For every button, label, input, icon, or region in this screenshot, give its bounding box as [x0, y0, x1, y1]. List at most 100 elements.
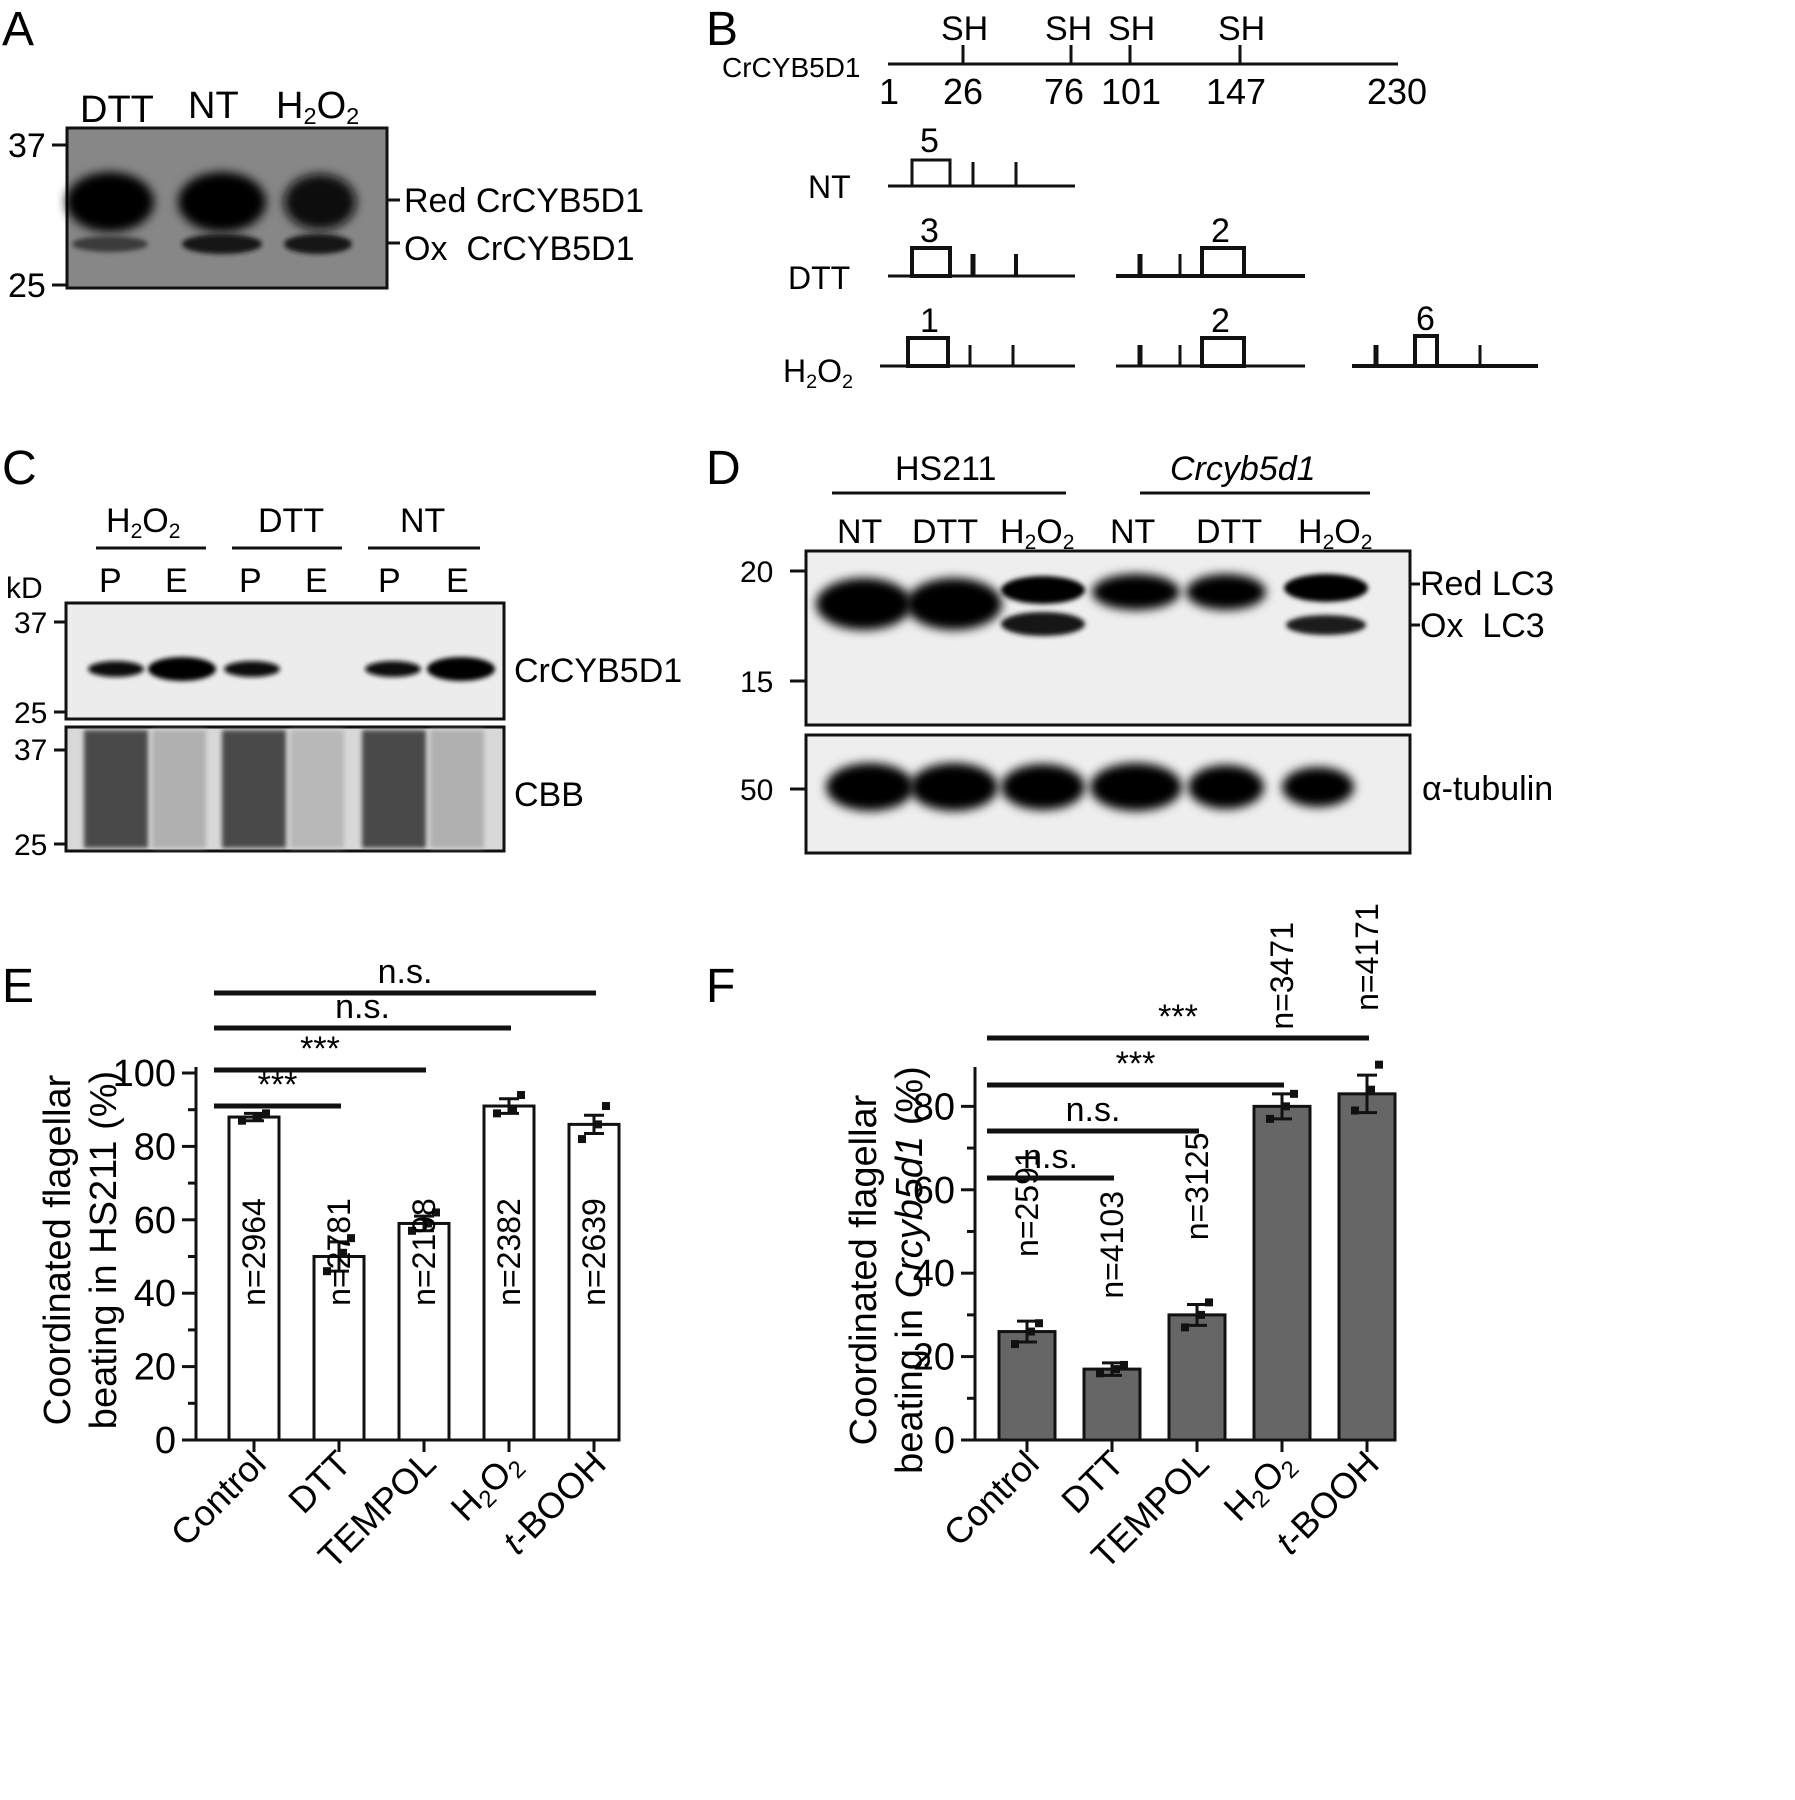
data-point: [1375, 1060, 1383, 1069]
lane-nt: NT: [837, 513, 882, 551]
band-ox: [284, 234, 352, 254]
lane-e: E: [446, 562, 469, 600]
data-point: [1181, 1323, 1189, 1332]
sh-label: SH: [1218, 10, 1265, 48]
band: [910, 763, 998, 811]
y-axis-label-line2: beating in HS211 (%): [83, 1071, 125, 1429]
data-point: [339, 1248, 347, 1257]
marker-37: 37: [14, 734, 47, 767]
band: [826, 763, 914, 811]
condition-h2o2: H2O2: [783, 353, 853, 393]
protein-name: CrCYB5D1: [722, 52, 860, 83]
bar: [482, 1104, 536, 1442]
significance-label: ***: [300, 1030, 340, 1068]
group-dtt: DTT: [258, 502, 324, 540]
band: [1282, 767, 1354, 807]
chart-e: 020406080100Controln=2964DTTn=2781TEMPOL…: [113, 953, 621, 1576]
chart-f-ylabel: Coordinated flagellar beating in Crcyb5d…: [843, 1066, 931, 1474]
data-point: [1266, 1114, 1274, 1123]
panel-c-blot: [64, 601, 506, 721]
label-alpha-tubulin: α-tubulin: [1422, 770, 1553, 808]
marker-50: 50: [740, 774, 773, 807]
band: [88, 661, 144, 677]
y-tick-label: 60: [134, 1200, 176, 1242]
label-ox-crcyb5d1: Ox CrCYB5D1: [404, 230, 635, 268]
band: [1090, 763, 1182, 811]
sh-label: SH: [941, 10, 988, 48]
n-label: n=4103: [1094, 1191, 1130, 1299]
count-dtt: 3: [920, 212, 939, 250]
band: [1001, 612, 1085, 636]
data-point: [1351, 1106, 1359, 1115]
panel-c-lanes: P E P E P E: [99, 562, 469, 600]
y-tick-label: 20: [134, 1347, 176, 1389]
count-h2o2: 6: [1416, 300, 1435, 338]
bar: [1252, 1104, 1312, 1442]
data-point: [1112, 1365, 1120, 1374]
y-tick-label: 40: [913, 1253, 955, 1295]
panel-c-markers: kD 37 25 37 25: [6, 572, 66, 862]
chart-e-ylabel: Coordinated flagellar beating in HS211 (…: [37, 1071, 125, 1429]
n-label: n=2964: [236, 1198, 272, 1306]
n-label: n=3125: [1179, 1133, 1215, 1241]
panel-d-lanes: NT DTT H2O2 NT DTT H2O2: [837, 513, 1372, 554]
data-point: [262, 1109, 270, 1118]
marker-37: 37: [8, 127, 46, 165]
panel-d-tubulin-bands: [826, 763, 1354, 811]
band: [224, 661, 280, 677]
significance-label: n.s.: [1023, 1138, 1078, 1176]
panel-label-f: F: [706, 960, 735, 1013]
data-point: [517, 1091, 525, 1100]
panel-label-d: D: [706, 442, 741, 495]
panel-d-markers: 20 15 50: [740, 556, 806, 807]
data-point: [408, 1226, 416, 1235]
band-ox: [182, 234, 262, 254]
n-label: n=4171: [1349, 903, 1385, 1011]
data-point: [1282, 1102, 1290, 1111]
y-tick-label: 60: [913, 1170, 955, 1212]
panel-label-a: A: [2, 3, 34, 56]
panel-b-peptide-maps: [880, 158, 1538, 368]
band: [1092, 574, 1180, 610]
band: [427, 657, 495, 681]
panel-d-lc3-bands: [816, 574, 1368, 636]
condition-dtt: DTT: [788, 260, 850, 296]
lane-dtt: DTT: [912, 513, 978, 551]
data-point: [1035, 1319, 1043, 1328]
panel-c-bands: [88, 657, 495, 681]
panel-a-bands: [66, 172, 356, 254]
panel-d-band-labels: Red LC3 Ox LC3 α-tubulin: [1410, 565, 1554, 808]
lane-h2o2: H2O2: [1000, 513, 1074, 554]
lane-p: P: [99, 562, 122, 600]
band: [1001, 764, 1085, 810]
data-point: [1120, 1360, 1128, 1369]
y-tick-label: 0: [934, 1420, 955, 1462]
panel-a-lane-labels: DTT NT H2O2: [80, 85, 359, 131]
data-point: [594, 1120, 602, 1129]
count-dtt: 2: [1211, 212, 1230, 250]
band: [816, 578, 912, 630]
n-label: n=2781: [321, 1198, 357, 1306]
data-point: [1027, 1327, 1035, 1336]
panel-c-gel-lanes: [84, 730, 484, 848]
panel-label-e: E: [2, 960, 34, 1013]
data-point: [602, 1102, 610, 1111]
label-crcyb5d1: CrCYB5D1: [514, 652, 682, 690]
y-tick-label: 0: [155, 1420, 176, 1462]
count-h2o2: 1: [920, 302, 939, 340]
data-point: [1197, 1310, 1205, 1319]
lane-p: P: [239, 562, 262, 600]
significance-label: ***: [1116, 1045, 1156, 1083]
marker-20: 20: [740, 556, 773, 589]
position-230: 230: [1367, 71, 1427, 112]
data-point: [347, 1234, 355, 1243]
y-axis-label-line1: Coordinated flagellar: [843, 1094, 885, 1445]
lane-label-dtt: DTT: [80, 89, 154, 131]
band-ox: [72, 236, 148, 252]
panel-a-band-labels: Red CrCYB5D1 Ox CrCYB5D1: [387, 182, 644, 268]
lane-e: E: [305, 562, 328, 600]
data-point: [432, 1208, 440, 1217]
panel-b-condition-labels: NT DTT H2O2: [783, 169, 853, 393]
lane-e: E: [165, 562, 188, 600]
band: [148, 657, 216, 681]
